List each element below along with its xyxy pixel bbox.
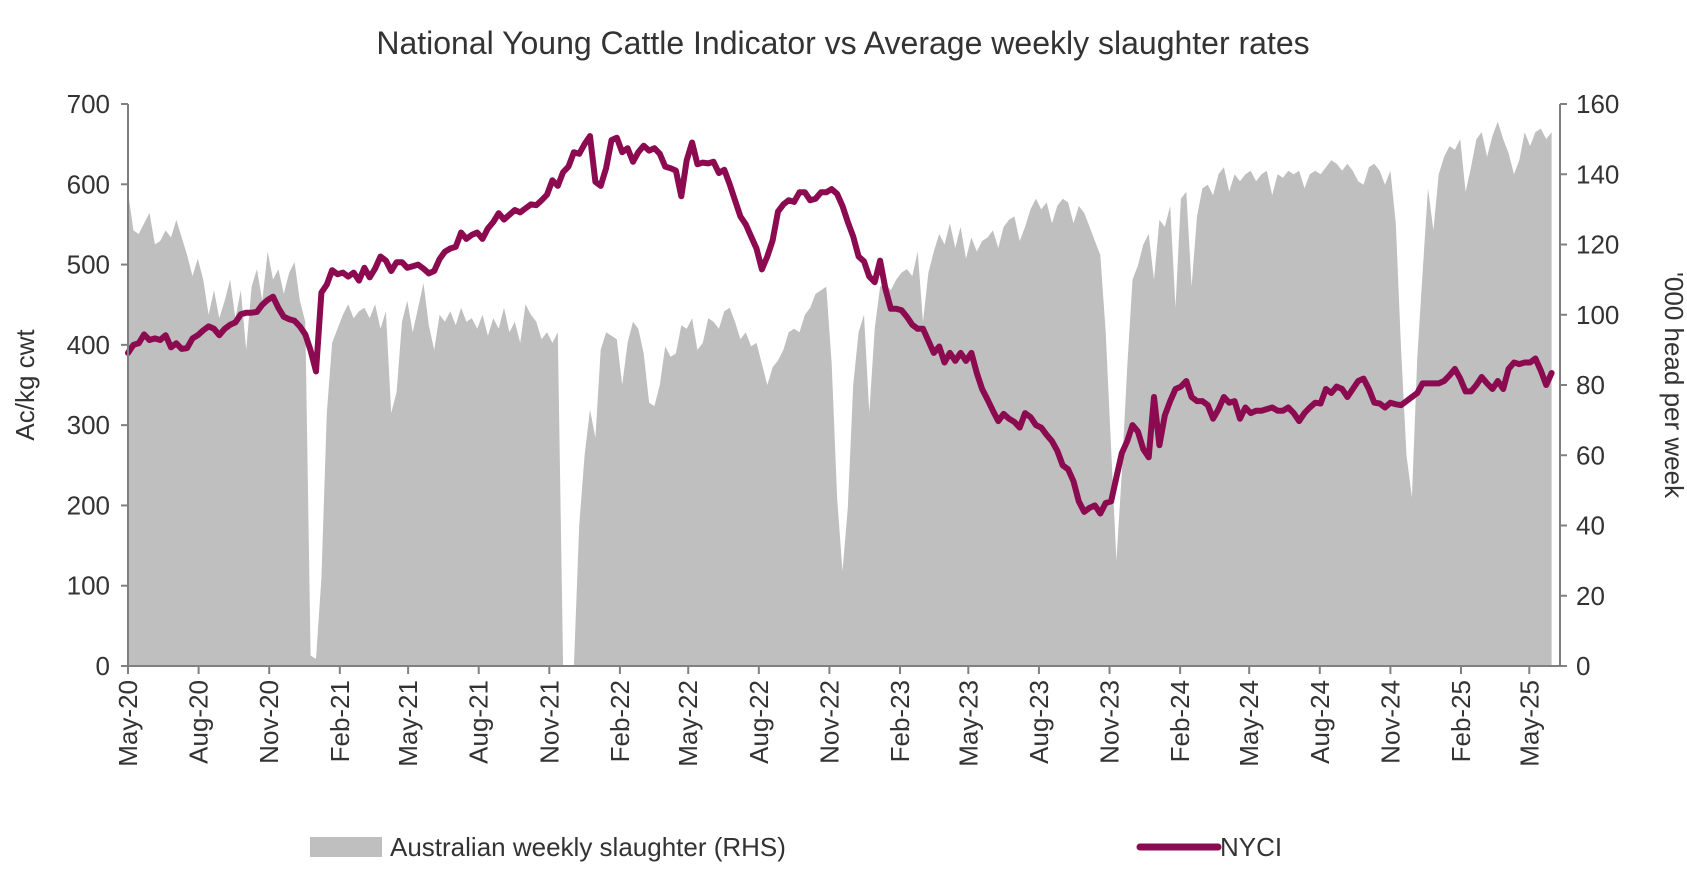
x-tick-label: May-25	[1514, 680, 1544, 767]
legend: Australian weekly slaughter (RHS) NYCI	[310, 832, 1282, 862]
x-tick-label: Nov-22	[814, 680, 844, 764]
x-tick-label: May-24	[1234, 680, 1264, 767]
y-axis-label: Ac/kg cwt	[10, 329, 40, 441]
x-tick-label: Feb-23	[885, 680, 915, 762]
y2-tick-label: 40	[1576, 511, 1605, 541]
y-tick-label: 200	[67, 490, 110, 520]
right-axis-ticks: 0 20 40 60 80 100 120 140 160	[1560, 89, 1619, 681]
x-tick-label: Feb-25	[1446, 680, 1476, 762]
x-tick-label: Aug-20	[184, 680, 214, 764]
y-tick-label: 500	[67, 250, 110, 280]
slaughter-area-layer	[128, 121, 1552, 667]
legend-swatch-slaughter	[310, 837, 382, 857]
y2-tick-label: 20	[1576, 581, 1605, 611]
x-tick-label: Aug-22	[744, 680, 774, 764]
x-tick-label: Feb-22	[605, 680, 635, 762]
legend-label-slaughter: Australian weekly slaughter (RHS)	[390, 832, 786, 862]
y-tick-label: 100	[67, 571, 110, 601]
y-tick-label: 600	[67, 169, 110, 199]
x-tick-label: May-20	[113, 680, 143, 767]
y-tick-label: 400	[67, 330, 110, 360]
x-tick-label: May-21	[393, 680, 423, 767]
y2-tick-label: 80	[1576, 370, 1605, 400]
y2-axis-label: '000 head per week	[1659, 272, 1687, 499]
y2-tick-label: 0	[1576, 651, 1590, 681]
nyci-line-layer	[125, 133, 1555, 517]
x-tick-label: Aug-21	[464, 680, 494, 764]
x-tick-label: Feb-24	[1165, 680, 1195, 762]
x-axis-ticks: May-20 Aug-20 Nov-20 Feb-21 May-21 Aug-21 Nov-…	[113, 666, 1544, 767]
y-tick-label: 300	[67, 410, 110, 440]
x-tick-label: Nov-23	[1095, 680, 1125, 764]
y2-tick-label: 60	[1576, 440, 1605, 470]
left-axis-ticks: 0 100 200 300 400 500 600 700	[67, 89, 128, 681]
x-tick-label: Nov-21	[534, 680, 564, 764]
y2-tick-label: 120	[1576, 230, 1619, 260]
x-tick-label: May-22	[673, 680, 703, 767]
x-tick-label: Aug-23	[1024, 680, 1054, 764]
chart-title: National Young Cattle Indicator vs Avera…	[376, 25, 1309, 61]
y2-tick-label: 100	[1576, 300, 1619, 330]
x-tick-label: Feb-21	[325, 680, 355, 762]
x-tick-label: Aug-24	[1305, 680, 1335, 764]
slaughter-area	[128, 121, 1552, 667]
y2-tick-label: 160	[1576, 89, 1619, 119]
legend-label-nyci: NYCI	[1220, 832, 1282, 862]
x-tick-label: May-23	[953, 680, 983, 767]
nyci-line	[125, 133, 1555, 517]
y-tick-label: 700	[67, 89, 110, 119]
x-tick-label: Nov-20	[254, 680, 284, 764]
x-tick-label: Nov-24	[1375, 680, 1405, 764]
y2-tick-label: 140	[1576, 159, 1619, 189]
y-tick-label: 0	[96, 651, 110, 681]
